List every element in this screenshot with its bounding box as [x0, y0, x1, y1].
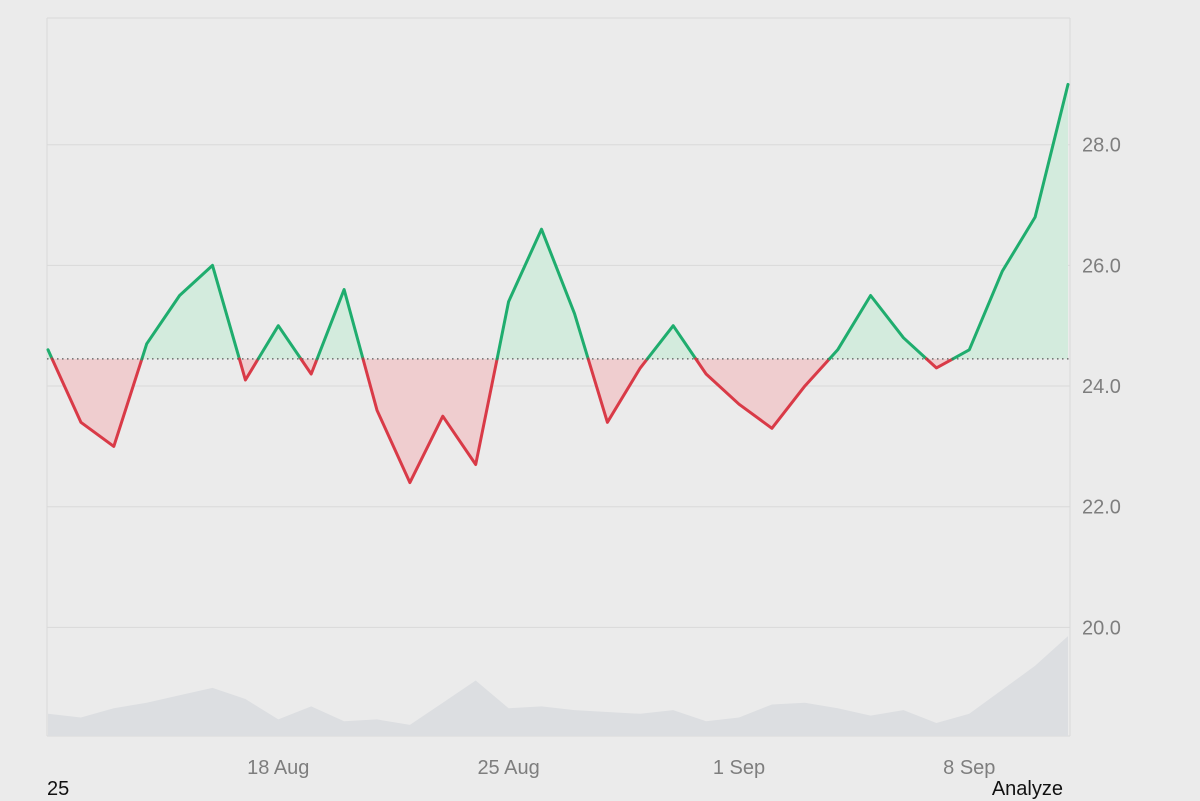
area-above-baseline [317, 289, 363, 359]
price-line-down[interactable] [237, 357, 260, 382]
area-above-baseline [497, 229, 589, 359]
price-line-down[interactable] [586, 357, 649, 424]
price-line-up[interactable] [140, 263, 241, 361]
x-tick-label: 1 Sep [713, 757, 765, 779]
y-tick-label: 20.0 [1082, 617, 1121, 639]
price-line-up[interactable] [256, 324, 303, 361]
price-line-down[interactable] [925, 357, 955, 370]
area-below-baseline [695, 358, 830, 429]
area-above-baseline [258, 325, 301, 359]
footer-left-text: 25 [47, 778, 70, 800]
area-above-baseline [829, 295, 927, 359]
volume-area [48, 636, 1068, 736]
x-tick-label: 8 Sep [943, 757, 995, 779]
y-tick-label: 22.0 [1082, 497, 1121, 519]
x-axis: 18 Aug 25 Aug 1 Sep 8 Sep [247, 757, 995, 779]
analyze-link[interactable]: Analyze [991, 778, 1063, 800]
area-above-baseline [647, 325, 696, 359]
price-line-down[interactable] [694, 357, 831, 430]
price-line-up[interactable] [951, 82, 1070, 361]
y-tick-label: 26.0 [1082, 255, 1121, 277]
price-line-up[interactable] [645, 324, 698, 361]
line-layer[interactable] [46, 82, 1070, 485]
fill-layer [48, 84, 1068, 483]
y-axis: 20.0 22.0 24.0 26.0 28.0 [1082, 135, 1121, 640]
price-line-up[interactable] [46, 348, 54, 361]
x-tick-label: 18 Aug [247, 757, 309, 779]
price-line-down[interactable] [50, 357, 144, 448]
area-above-baseline [141, 265, 240, 359]
x-tick-label: 25 Aug [477, 757, 539, 779]
price-line-up[interactable] [315, 288, 365, 361]
area-above-baseline [952, 84, 1068, 359]
price-line-up[interactable] [828, 294, 928, 361]
volume-layer [48, 636, 1068, 736]
price-line-up[interactable] [495, 227, 590, 361]
y-tick-label: 28.0 [1082, 135, 1121, 157]
price-line-down[interactable] [299, 357, 319, 376]
price-line-down[interactable] [361, 357, 499, 485]
grid-layer [46, 17, 1071, 737]
y-tick-label: 24.0 [1082, 376, 1121, 398]
